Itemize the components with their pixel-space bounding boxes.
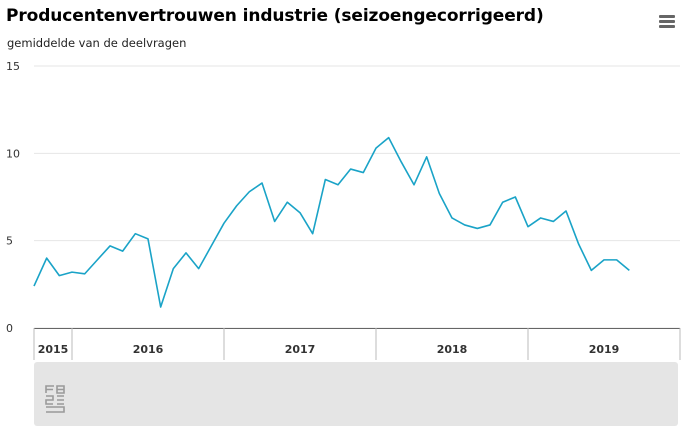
data-point <box>387 136 391 140</box>
data-point <box>45 256 49 260</box>
hamburger-menu-icon[interactable] <box>656 12 678 32</box>
data-point <box>197 267 201 271</box>
y-tick-label: 0 <box>6 322 13 335</box>
chart-title: Producentenvertrouwen industrie (seizoen… <box>6 6 544 26</box>
data-point <box>311 232 315 236</box>
data-point <box>514 195 518 199</box>
data-point <box>210 244 214 248</box>
data-point <box>83 272 87 276</box>
data-point <box>539 216 543 220</box>
y-tick-label: 15 <box>6 60 20 73</box>
x-year-label: 2016 <box>133 343 164 356</box>
data-point <box>425 155 429 159</box>
data-point <box>134 232 138 236</box>
data-point <box>222 221 226 225</box>
cbs-logo-icon <box>45 385 65 413</box>
data-point <box>488 223 492 227</box>
series-line <box>33 136 630 308</box>
data-point <box>590 269 594 273</box>
data-point <box>70 270 74 274</box>
data-point <box>400 160 404 164</box>
data-point <box>602 258 606 262</box>
x-year-label: 2017 <box>285 343 316 356</box>
data-point <box>362 171 366 175</box>
data-point <box>286 200 290 204</box>
data-point <box>438 192 442 196</box>
chart-subtitle: gemiddelde van de deelvragen <box>7 36 187 50</box>
data-point <box>172 267 176 271</box>
data-point <box>450 216 454 220</box>
chart-footer-panel <box>34 362 678 426</box>
menu-bar <box>659 15 675 18</box>
data-point <box>260 181 264 185</box>
x-year-label: 2015 <box>38 343 69 356</box>
menu-bar <box>659 20 675 23</box>
data-point <box>273 220 277 224</box>
data-point <box>526 225 530 229</box>
x-year-label: 2018 <box>437 343 468 356</box>
y-tick-label: 5 <box>6 235 13 248</box>
data-point <box>159 305 163 309</box>
data-point <box>349 167 353 171</box>
data-point <box>121 249 125 253</box>
data-point <box>374 146 378 150</box>
data-point <box>146 237 150 241</box>
data-point <box>248 190 252 194</box>
data-point <box>336 183 340 187</box>
data-point <box>615 258 619 262</box>
data-point <box>324 178 328 182</box>
data-point <box>32 284 36 288</box>
data-point <box>577 242 581 246</box>
data-point <box>298 211 302 215</box>
data-point <box>463 223 467 227</box>
data-point <box>476 227 480 231</box>
data-point <box>96 258 100 262</box>
data-point <box>564 209 568 213</box>
x-year-label: 2019 <box>589 343 620 356</box>
data-point <box>235 204 239 208</box>
data-point <box>552 220 556 224</box>
data-point <box>184 251 188 255</box>
data-point <box>628 269 632 273</box>
data-point <box>108 244 112 248</box>
data-point <box>501 200 505 204</box>
data-point <box>58 274 62 278</box>
data-point <box>412 183 416 187</box>
y-tick-label: 10 <box>6 147 20 160</box>
menu-bar <box>659 25 675 28</box>
